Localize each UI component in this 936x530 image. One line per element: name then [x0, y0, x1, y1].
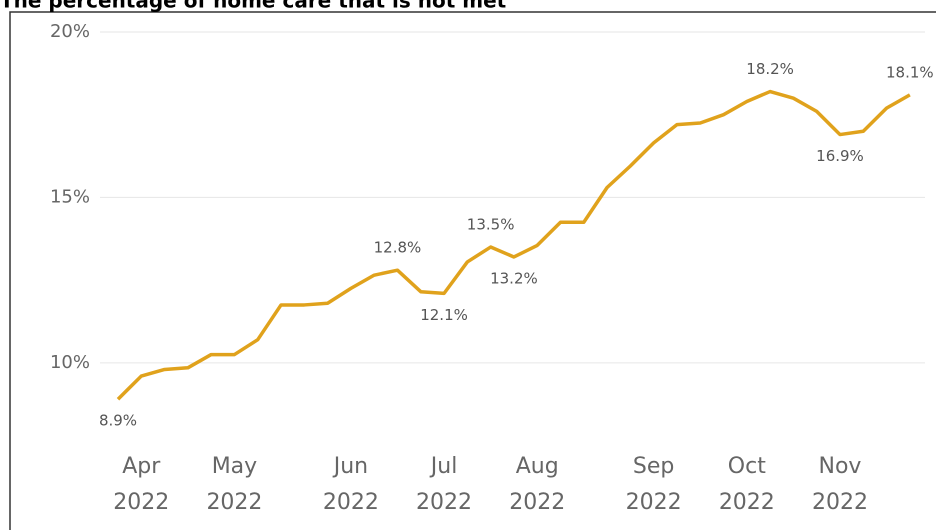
x-tick-label-line: 2022	[416, 490, 472, 515]
chart-title: The percentage of home care that is not …	[0, 0, 507, 13]
x-tick-label-line: Jul	[429, 454, 458, 479]
x-tick-label: May 2022	[206, 454, 262, 515]
x-tick-label: Nov 2022	[812, 454, 868, 515]
value-label: 13.2%	[490, 269, 538, 287]
x-tick-label-line: 2022	[206, 490, 262, 515]
x-tick-label: Aug 2022	[509, 454, 565, 515]
value-label: 12.8%	[374, 239, 422, 257]
value-label: 18.1%	[886, 63, 934, 81]
x-tick-label: Sep 2022	[626, 454, 682, 515]
x-tick-label-line: 2022	[509, 490, 565, 515]
y-tick-label: 20%	[50, 21, 90, 42]
x-tick-label-line: Jun	[332, 454, 368, 479]
x-tick-label: Jul 2022	[416, 454, 472, 515]
x-tick-label-line: 2022	[113, 490, 169, 515]
value-label: 12.1%	[420, 306, 468, 324]
value-label: 18.2%	[746, 60, 794, 78]
y-tick-label: 10%	[50, 352, 90, 373]
value-label: 16.9%	[816, 147, 864, 165]
x-tick-label: Jun 2022	[323, 454, 379, 515]
y-tick-label: 15%	[50, 186, 90, 207]
x-tick-label-line: 2022	[812, 490, 868, 515]
x-tick-label: Oct 2022	[719, 454, 775, 515]
x-tick-label-line: 2022	[626, 490, 682, 515]
x-tick-label-line: 2022	[719, 490, 775, 515]
value-label: 8.9%	[99, 412, 137, 430]
value-label: 13.5%	[467, 216, 515, 234]
x-tick-label-line: Aug	[516, 454, 559, 479]
x-tick-label-line: May	[212, 454, 257, 479]
line	[116, 89, 911, 401]
x-tick-label-line: Sep	[633, 454, 674, 479]
x-tick-label-line: Apr	[122, 454, 161, 479]
x-tick-label-line: Oct	[728, 454, 766, 479]
x-tick-label-line: Nov	[819, 454, 862, 479]
chart-frame	[9, 11, 936, 530]
x-tick-label-line: 2022	[323, 490, 379, 515]
x-tick-label: Apr 2022	[113, 454, 169, 515]
